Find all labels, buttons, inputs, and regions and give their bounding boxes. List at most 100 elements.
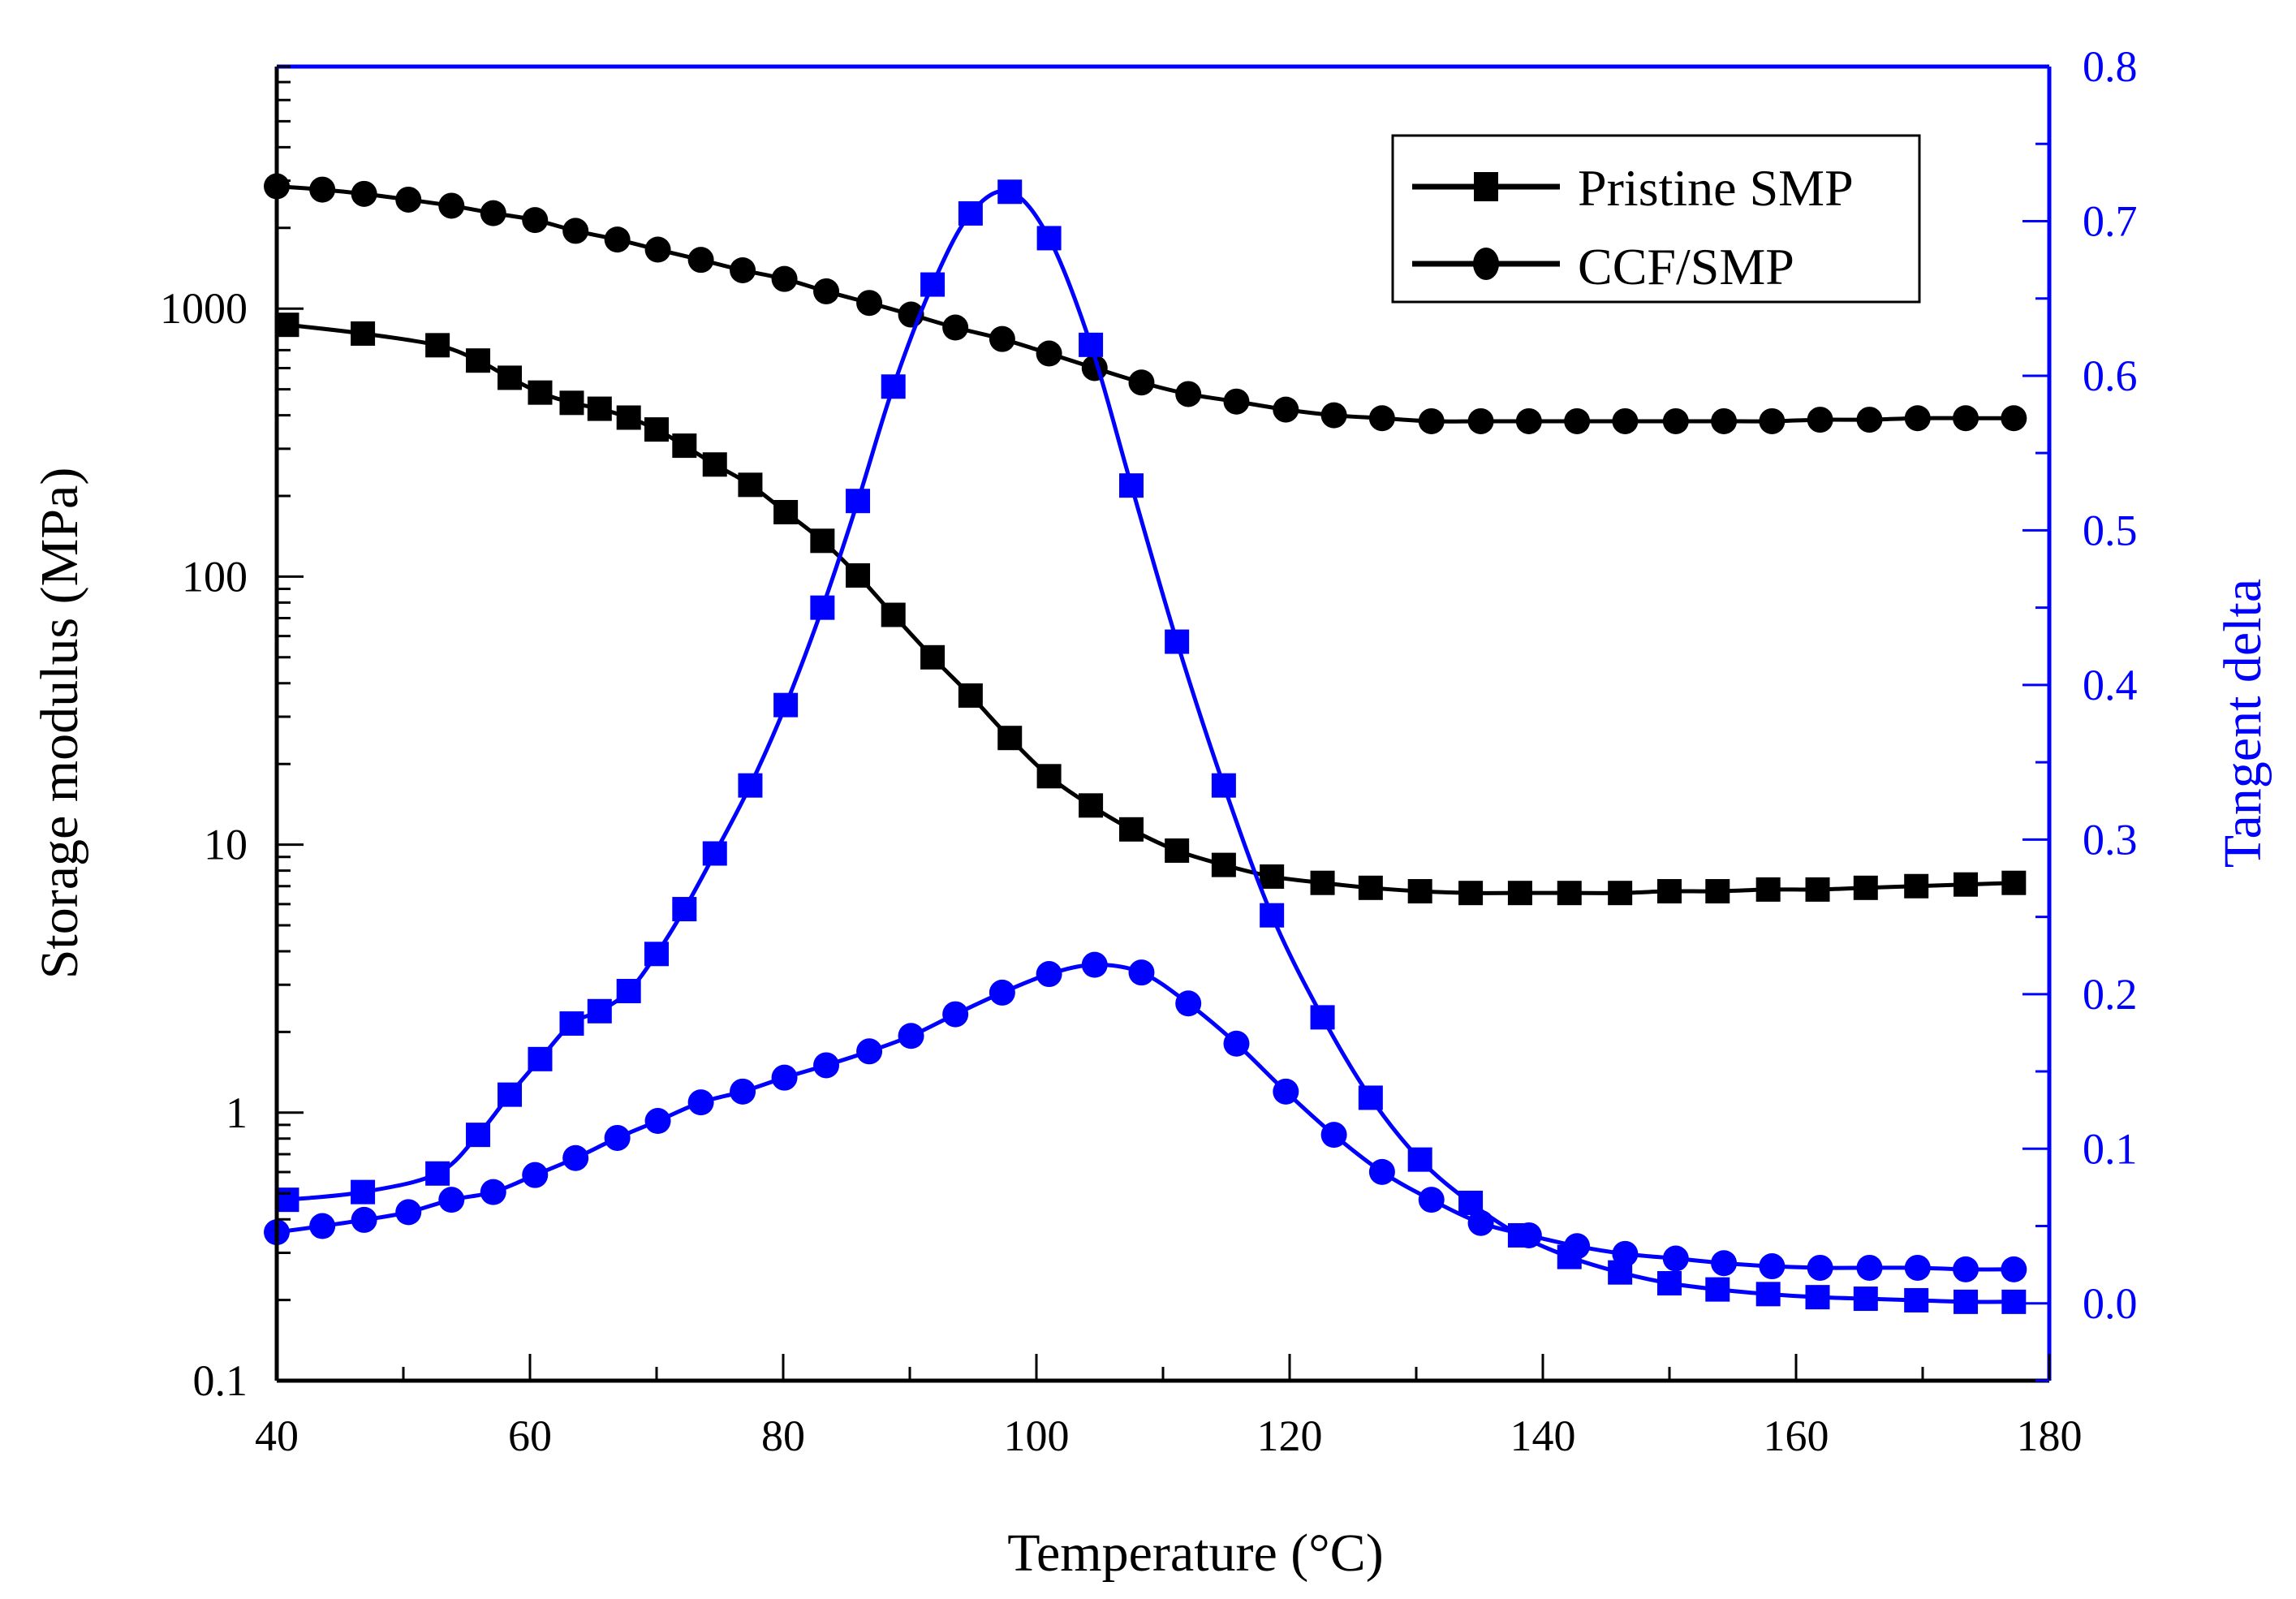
data-point-ccf-smpmodulus xyxy=(351,180,377,207)
ticks: 40 60 80 100 120 140 160 180 0.1 1 10 100 1000 0.0 0.1… xyxy=(160,42,2138,1460)
data-point-pristine-smpmodulus xyxy=(425,333,450,358)
data-point-ccf-smptan-delta xyxy=(351,1206,377,1233)
data-point-ccf-smpmodulus xyxy=(522,207,549,234)
data-point-ccf-smpmodulus xyxy=(2001,405,2027,432)
data-point-pristine-smptan-delta xyxy=(738,773,763,798)
data-point-ccf-smpmodulus xyxy=(644,236,671,263)
data-point-pristine-smpmodulus xyxy=(997,726,1023,751)
data-point-ccf-smpmodulus xyxy=(309,176,336,203)
data-point-pristine-smptan-delta xyxy=(1657,1271,1682,1296)
data-point-pristine-smpmodulus xyxy=(1853,875,1878,900)
data-point-ccf-smptan-delta xyxy=(1662,1245,1689,1272)
data-point-ccf-smptan-delta xyxy=(309,1213,336,1239)
data-point-pristine-smptan-delta xyxy=(846,489,871,514)
data-point-pristine-smptan-delta xyxy=(1705,1277,1730,1302)
data-point-pristine-smptan-delta xyxy=(672,897,697,922)
data-point-pristine-smpmodulus xyxy=(616,405,641,430)
data-point-pristine-smptan-delta xyxy=(702,841,727,866)
data-point-pristine-smptan-delta xyxy=(1954,1289,1979,1314)
data-point-ccf-smptan-delta xyxy=(604,1124,631,1151)
data-point-pristine-smpmodulus xyxy=(587,396,612,421)
data-point-pristine-smpmodulus xyxy=(702,452,727,477)
series-line-ccf-smptan-delta xyxy=(276,963,2014,1272)
data-point-ccf-smpmodulus xyxy=(1711,407,1738,434)
x-tick-label: 180 xyxy=(2017,1412,2083,1460)
y2-tick-label: 0.4 xyxy=(2083,661,2138,709)
data-point-ccf-smpmodulus xyxy=(730,256,756,283)
data-point-ccf-smptan-delta xyxy=(898,1023,924,1049)
data-point-pristine-smpmodulus xyxy=(881,602,906,627)
y2-tick-label: 0.6 xyxy=(2083,351,2138,400)
data-point-ccf-smptan-delta xyxy=(1223,1030,1250,1057)
y2-tick-label: 0.5 xyxy=(2083,506,2138,554)
data-point-ccf-smptan-delta xyxy=(1904,1254,1931,1281)
data-point-ccf-smpmodulus xyxy=(771,265,798,292)
data-point-pristine-smptan-delta xyxy=(773,692,799,718)
data-point-pristine-smptan-delta xyxy=(920,272,946,297)
x-tick-label: 40 xyxy=(255,1412,299,1460)
data-point-pristine-smptan-delta xyxy=(587,998,612,1024)
data-point-ccf-smptan-delta xyxy=(1711,1250,1738,1277)
data-point-ccf-smptan-delta xyxy=(1320,1122,1347,1149)
y-tick-label: 1000 xyxy=(160,284,248,333)
data-point-pristine-smpmodulus xyxy=(1507,881,1532,906)
data-point-ccf-smptan-delta xyxy=(562,1144,589,1171)
data-point-ccf-smptan-delta xyxy=(1467,1209,1494,1236)
data-point-ccf-smptan-delta xyxy=(438,1187,465,1213)
data-point-pristine-smptan-delta xyxy=(958,200,983,226)
data-point-ccf-smptan-delta xyxy=(1564,1233,1591,1260)
data-point-ccf-smptan-delta xyxy=(1856,1254,1883,1281)
data-point-pristine-smptan-delta xyxy=(1310,1005,1335,1030)
data-point-pristine-smptan-delta xyxy=(616,979,641,1004)
data-point-pristine-smpmodulus xyxy=(1310,870,1335,895)
data-point-ccf-smptan-delta xyxy=(644,1108,671,1135)
data-point-pristine-smptan-delta xyxy=(1805,1285,1830,1310)
data-point-pristine-smpmodulus xyxy=(528,380,553,405)
data-point-ccf-smpmodulus xyxy=(1175,381,1202,407)
series-line-pristine-smptan-delta xyxy=(286,188,2014,1304)
data-point-pristine-smptan-delta xyxy=(997,179,1023,205)
data-point-pristine-smpmodulus xyxy=(1260,864,1285,889)
data-point-pristine-smpmodulus xyxy=(846,562,871,588)
y2-tick-label: 0.3 xyxy=(2083,815,2138,864)
data-point-ccf-smptan-delta xyxy=(1036,961,1062,988)
data-point-ccf-smptan-delta xyxy=(771,1064,798,1091)
data-point-ccf-smptan-delta xyxy=(1273,1078,1299,1105)
y2-tick-label: 0.8 xyxy=(2083,42,2138,91)
data-point-pristine-smpmodulus xyxy=(1904,873,1929,899)
data-point-pristine-smptan-delta xyxy=(881,374,906,399)
data-point-pristine-smpmodulus xyxy=(1608,881,1633,906)
data-point-ccf-smptan-delta xyxy=(687,1089,714,1116)
data-point-ccf-smptan-delta xyxy=(989,979,1015,1006)
x-tick-label: 160 xyxy=(1764,1412,1829,1460)
data-point-pristine-smptan-delta xyxy=(1904,1287,1929,1312)
legend-label-ccf: CCF/SMP xyxy=(1578,238,1794,295)
data-point-ccf-smptan-delta xyxy=(522,1162,549,1188)
data-point-ccf-smpmodulus xyxy=(1467,407,1494,434)
data-point-pristine-smpmodulus xyxy=(1657,879,1682,904)
data-point-pristine-smptan-delta xyxy=(1079,332,1104,357)
data-point-pristine-smpmodulus xyxy=(773,499,799,524)
data-point-pristine-smpmodulus xyxy=(1805,877,1830,902)
data-point-ccf-smptan-delta xyxy=(1418,1187,1445,1213)
data-point-ccf-smpmodulus xyxy=(1223,388,1250,415)
data-point-ccf-smpmodulus xyxy=(438,192,465,219)
data-point-ccf-smptan-delta xyxy=(813,1052,840,1079)
data-point-ccf-smpmodulus xyxy=(856,290,883,317)
data-point-ccf-smptan-delta xyxy=(2001,1256,2027,1282)
data-point-ccf-smpmodulus xyxy=(1036,340,1062,367)
y2-axis-title: Tangent delta xyxy=(2213,579,2272,868)
y2-tick-label: 0.0 xyxy=(2083,1279,2138,1328)
data-point-pristine-smptan-delta xyxy=(466,1123,491,1148)
y-axis-title: Storage modulus (MPa) xyxy=(30,468,89,980)
data-point-ccf-smptan-delta xyxy=(1807,1254,1833,1281)
data-point-pristine-smpmodulus xyxy=(1165,838,1190,863)
y-tick-label: 1 xyxy=(226,1088,248,1137)
legend: Pristine SMP CCF/SMP xyxy=(1391,134,1921,304)
data-point-pristine-smpmodulus xyxy=(351,321,376,346)
data-point-pristine-smpmodulus xyxy=(1358,875,1383,900)
data-point-ccf-smptan-delta xyxy=(1368,1158,1395,1185)
data-point-pristine-smpmodulus xyxy=(920,644,946,670)
y2-tick-label: 0.7 xyxy=(2083,196,2138,245)
